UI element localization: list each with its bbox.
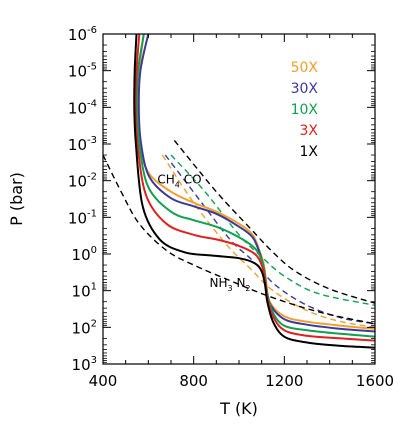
plot-area [103, 34, 375, 349]
series-line-10X [135, 34, 375, 338]
legend: 50X 30X 10X 3X 1X [291, 60, 319, 160]
annotation-label-1: CH4 CO [157, 173, 201, 190]
series-line-1X [133, 34, 375, 349]
y-tick-label: 10-5 [68, 62, 97, 81]
y-tick-label: 10-6 [68, 25, 97, 44]
x-axis-label: T (K) [219, 399, 258, 418]
y-tick-label: 10-3 [68, 135, 97, 154]
y-tick-label: 102 [72, 318, 97, 337]
annotation-label-2: NH3 N2 [210, 276, 251, 293]
series-line-3X [134, 34, 375, 342]
axes: 400 800 1200 1600 10-6 10-5 10-4 10-3 10-2 10-1 10… [68, 25, 394, 390]
dashed-curve-4 [173, 139, 375, 304]
y-tick-label: 100 [72, 245, 97, 264]
x-tick-label: 1200 [265, 372, 303, 390]
legend-entry-1X: 1X [300, 144, 319, 160]
annotations: CH4 CO NH3 N2 [157, 173, 250, 294]
x-tick-label: 800 [179, 372, 208, 390]
dashed-curve-3 [170, 154, 375, 306]
x-tick-label: 1600 [356, 372, 394, 390]
legend-entry-3X: 3X [300, 123, 319, 139]
plot-frame [102, 33, 376, 365]
y-axis-label: P (bar) [7, 172, 26, 226]
y-tick-label: 103 [72, 355, 97, 374]
y-tick-label: 10-2 [68, 172, 97, 191]
legend-entry-30X: 30X [291, 81, 319, 97]
legend-entry-10X: 10X [291, 102, 319, 118]
x-tick-label: 400 [89, 372, 118, 390]
series-line-30X [137, 34, 375, 333]
y-tick-label: 10-1 [68, 208, 97, 227]
y-tick-label: 101 [72, 282, 97, 301]
legend-entry-50X: 50X [291, 60, 319, 76]
y-tick-label: 10-4 [68, 98, 97, 117]
dashed-curve-5 [103, 154, 375, 325]
